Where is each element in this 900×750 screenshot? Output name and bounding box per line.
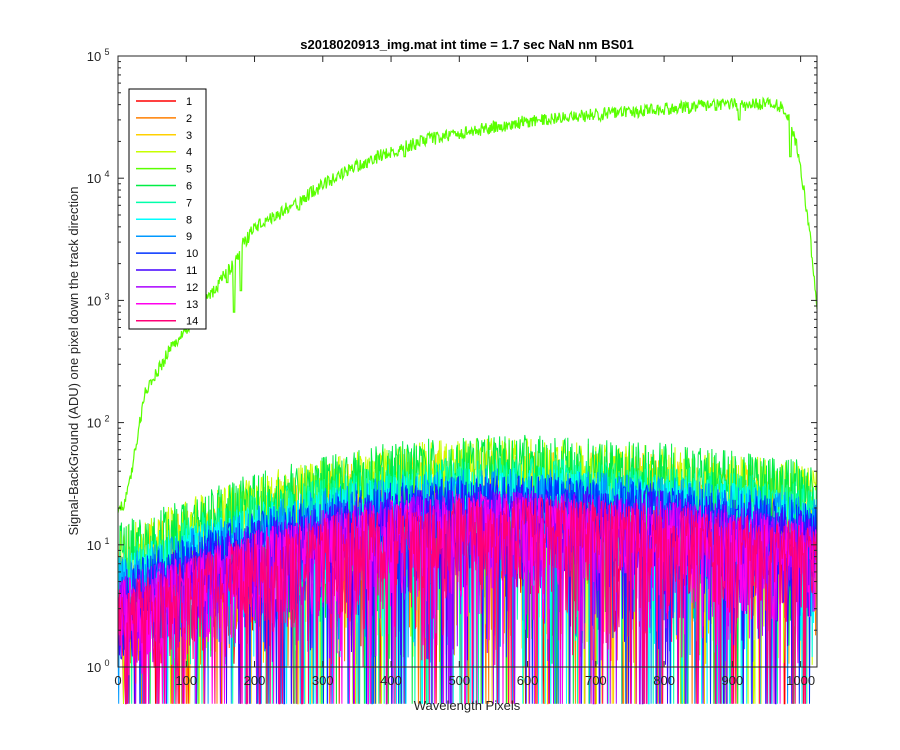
x-tick-label: 1000 — [786, 673, 815, 688]
series-line-14 — [117, 496, 818, 705]
chart-title: s2018020913_img.mat int time = 1.7 sec N… — [300, 37, 634, 52]
legend-label-1: 1 — [186, 96, 192, 108]
y-tick-exponent: 1 — [104, 536, 109, 546]
y-tick-exponent: 0 — [104, 658, 109, 668]
y-tick-exponent: 5 — [104, 47, 109, 57]
legend-label-5: 5 — [186, 164, 192, 176]
legend-label-2: 2 — [186, 113, 192, 125]
legend-label-11: 11 — [186, 265, 197, 277]
x-tick-label: 400 — [380, 673, 402, 688]
y-axis-label: Signal-BackGround (ADU) one pixel down t… — [66, 186, 81, 535]
x-tick-label: 900 — [722, 673, 744, 688]
x-tick-label: 800 — [653, 673, 675, 688]
legend-label-7: 7 — [186, 197, 192, 209]
legend-label-4: 4 — [186, 147, 192, 159]
y-tick-label: 10 — [87, 538, 101, 553]
plot-frame — [117, 55, 818, 668]
x-axis-label: Wavelength Pixels — [414, 698, 521, 713]
legend-label-3: 3 — [186, 130, 192, 142]
legend-label-8: 8 — [186, 214, 192, 226]
legend-label-10: 10 — [186, 248, 198, 260]
legend-label-14: 14 — [186, 316, 198, 328]
x-tick-label: 300 — [312, 673, 334, 688]
x-tick-label: 0 — [114, 673, 121, 688]
x-tick-label: 200 — [244, 673, 266, 688]
x-tick-label: 700 — [585, 673, 607, 688]
legend-label-12: 12 — [186, 282, 198, 294]
y-tick-label: 10 — [87, 49, 101, 64]
y-tick-label: 10 — [87, 416, 101, 431]
legend-label-13: 13 — [186, 299, 198, 311]
y-tick-label: 10 — [87, 171, 101, 186]
x-tick-label: 600 — [517, 673, 539, 688]
y-tick-label: 10 — [87, 660, 101, 675]
y-tick-exponent: 3 — [104, 291, 109, 301]
x-tick-label: 100 — [175, 673, 197, 688]
series-line-5-signal — [117, 96, 818, 514]
y-tick-exponent: 4 — [104, 169, 109, 179]
legend-label-9: 9 — [186, 231, 192, 243]
series-layer — [117, 96, 818, 705]
y-tick-label: 10 — [87, 293, 101, 308]
x-tick-label: 500 — [448, 673, 470, 688]
legend-box — [128, 88, 207, 330]
legend-label-6: 6 — [186, 181, 192, 193]
y-tick-exponent: 2 — [104, 414, 109, 424]
